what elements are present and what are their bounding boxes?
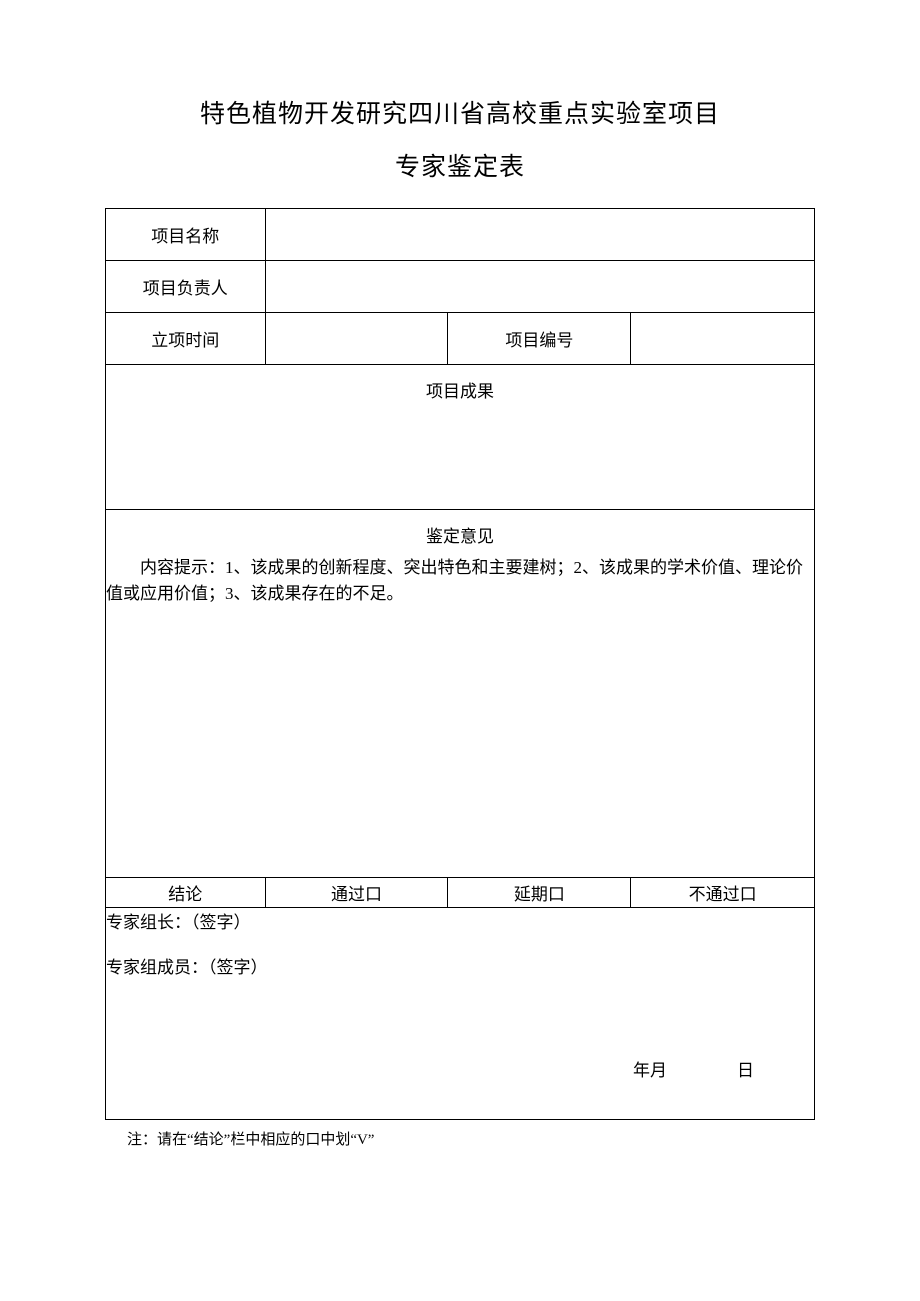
cell-signatures[interactable]: 专家组长：（签字） 专家组成员：（签字） 年月 日 [106,908,815,1120]
value-project-name[interactable] [265,209,814,261]
cell-project-results[interactable]: 项目成果 [106,365,815,510]
value-project-leader[interactable] [265,261,814,313]
row-project-name: 项目名称 [106,209,815,261]
signature-expert-leader: 专家组长：（签字） [106,908,814,933]
document-title: 特色植物开发研究四川省高校重点实验室项目 专家鉴定表 [105,95,815,190]
header-appraisal-opinion: 鉴定意见 [106,510,814,555]
signature-expert-members: 专家组成员：（签字） [106,953,814,978]
label-start-time: 立项时间 [106,313,266,365]
row-signatures: 专家组长：（签字） 专家组成员：（签字） 年月 日 [106,908,815,1120]
appraisal-form-table: 项目名称 项目负责人 立项时间 项目编号 项目成果 鉴定意见 内容提示：1、该成… [105,208,815,1120]
title-line-2: 专家鉴定表 [105,145,815,190]
label-project-leader: 项目负责人 [106,261,266,313]
label-project-name: 项目名称 [106,209,266,261]
checkbox-pass[interactable]: 通过口 [265,878,448,908]
value-project-number[interactable] [631,313,815,365]
hint-appraisal-opinion: 内容提示：1、该成果的创新程度、突出特色和主要建树；2、该成果的学术价值、理论价… [106,555,814,608]
signature-date: 年月 日 [633,1056,754,1081]
value-start-time[interactable] [265,313,448,365]
label-conclusion: 结论 [106,878,266,908]
row-opinion: 鉴定意见 内容提示：1、该成果的创新程度、突出特色和主要建树；2、该成果的学术价… [106,510,815,878]
header-project-results: 项目成果 [106,365,814,402]
row-conclusion: 结论 通过口 延期口 不通过口 [106,878,815,908]
label-project-number: 项目编号 [448,313,631,365]
date-year-month: 年月 [633,1061,667,1080]
checkbox-fail[interactable]: 不通过口 [631,878,815,908]
row-results: 项目成果 [106,365,815,510]
title-line-1: 特色植物开发研究四川省高校重点实验室项目 [105,95,815,135]
footnote: 注：请在“结论”栏中相应的口中划“V” [105,1128,815,1149]
row-start-time: 立项时间 项目编号 [106,313,815,365]
cell-appraisal-opinion[interactable]: 鉴定意见 内容提示：1、该成果的创新程度、突出特色和主要建树；2、该成果的学术价… [106,510,815,878]
date-day: 日 [737,1061,754,1080]
checkbox-delay[interactable]: 延期口 [448,878,631,908]
row-project-leader: 项目负责人 [106,261,815,313]
